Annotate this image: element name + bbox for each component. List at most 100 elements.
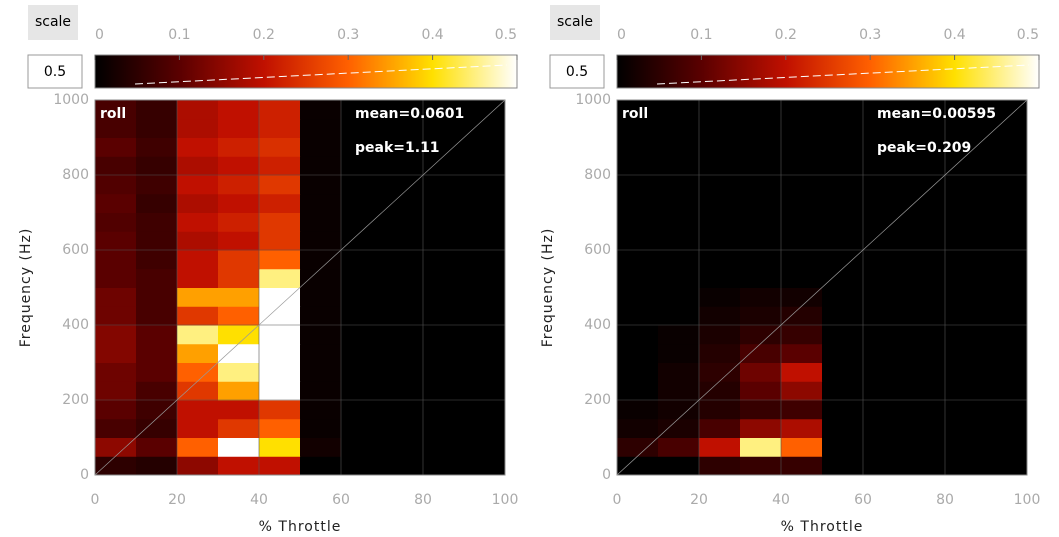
heatmap-cell [259,306,301,326]
scale-input[interactable] [549,54,605,89]
heatmap-cell [300,250,342,270]
heatmap-cell [658,287,700,307]
heatmap-cell [136,362,178,382]
heatmap-cell [95,306,137,326]
heatmap-cell [464,231,506,251]
x-tick-label: 20 [690,492,708,508]
heatmap-cell [699,268,741,288]
heatmap-cell [259,268,301,288]
heatmap-cell [218,456,260,476]
heatmap-cell [658,343,700,363]
heatmap-cell [781,156,823,176]
heatmap-cell [382,100,424,120]
heatmap-cell [863,156,905,176]
heatmap-cell [658,175,700,195]
heatmap-cell [177,456,219,476]
heatmap-cell [341,362,383,382]
heatmap-cell [822,287,864,307]
peak-label: peak=0.209 [877,140,971,156]
heatmap-cell [822,400,864,420]
heatmap-cell [863,268,905,288]
heatmap-cell [863,287,905,307]
heatmap-cell [423,343,465,363]
heatmap-cell [986,362,1028,382]
heatmap-cell [300,306,342,326]
colorbar-tick-label: 0 [617,27,626,43]
heatmap-cell [822,212,864,232]
heatmap-cell [617,400,659,420]
heatmap-cell [986,118,1028,138]
x-tick-label: 40 [250,492,268,508]
heatmap-cell [259,231,301,251]
heatmap-cell [658,325,700,345]
heatmap-cell [617,268,659,288]
heatmap-cell [259,118,301,138]
heatmap-cell [177,175,219,195]
heatmap-cell [740,212,782,232]
heatmap-cell [658,156,700,176]
heatmap-cell [259,156,301,176]
heatmap-cell [781,268,823,288]
heatmap-cell [658,137,700,157]
heatmap-cell [423,362,465,382]
heatmap-cell [986,325,1028,345]
heatmap-cell [986,456,1028,476]
heatmap-cell [95,118,137,138]
heatmap-cell [822,362,864,382]
scale-label: scale [557,14,593,30]
y-tick-label: 800 [584,167,611,183]
heatmap-cell [945,456,987,476]
heatmap-cell [904,193,946,213]
heatmap-cell [341,231,383,251]
heatmap-cell [699,456,741,476]
heatmap-cell [300,231,342,251]
heatmap-cell [423,325,465,345]
heatmap-cell [699,231,741,251]
heatmap-cell [986,231,1028,251]
heatmap-cell [136,343,178,363]
heatmap-cell [617,306,659,326]
heatmap-cell [341,137,383,157]
heatmap-cell [904,400,946,420]
heatmap-cell [740,437,782,457]
heatmap-cell [95,381,137,401]
heatmap-cell [904,437,946,457]
heatmap-cell [136,231,178,251]
heatmap-cell [177,212,219,232]
heatmap-cell [617,418,659,438]
heatmap-cell [300,193,342,213]
heatmap-cell [617,325,659,345]
y-tick-label: 1000 [53,92,89,108]
heatmap-cell [781,118,823,138]
y-axis-label: Frequency (Hz) [540,228,556,348]
colorbar-curve [656,64,1030,85]
heatmap-cell [781,231,823,251]
y-tick-label: 0 [80,467,89,483]
heatmap-cell [617,343,659,363]
heatmap-cell [259,193,301,213]
heatmap-cell [464,100,506,120]
heatmap-cell [699,118,741,138]
heatmap-cell [863,100,905,120]
heatmap-cell [658,306,700,326]
heatmap-cell [95,268,137,288]
heatmap-cell [423,175,465,195]
heatmap-cell [658,250,700,270]
colorbar-tick-label: 0 [95,27,104,43]
heatmap-cell [218,100,260,120]
heatmap-cell [781,381,823,401]
heatmap-cell [945,343,987,363]
heatmap-cell [658,456,700,476]
heatmap-cell [740,456,782,476]
heatmap-cell [136,381,178,401]
heatmap-cell [341,100,383,120]
x-tick-label: 100 [492,492,519,508]
scale-input[interactable] [27,54,83,89]
heatmap-cell [781,437,823,457]
heatmap-cell [218,343,260,363]
heatmap-cell [423,137,465,157]
heatmap-cell [617,100,659,120]
heatmap-cell [382,437,424,457]
heatmap-cell [822,381,864,401]
heatmap-cell [699,437,741,457]
